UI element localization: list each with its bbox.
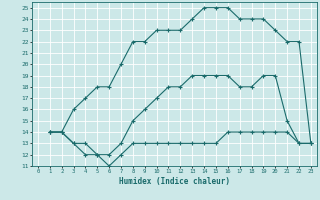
X-axis label: Humidex (Indice chaleur): Humidex (Indice chaleur) xyxy=(119,177,230,186)
